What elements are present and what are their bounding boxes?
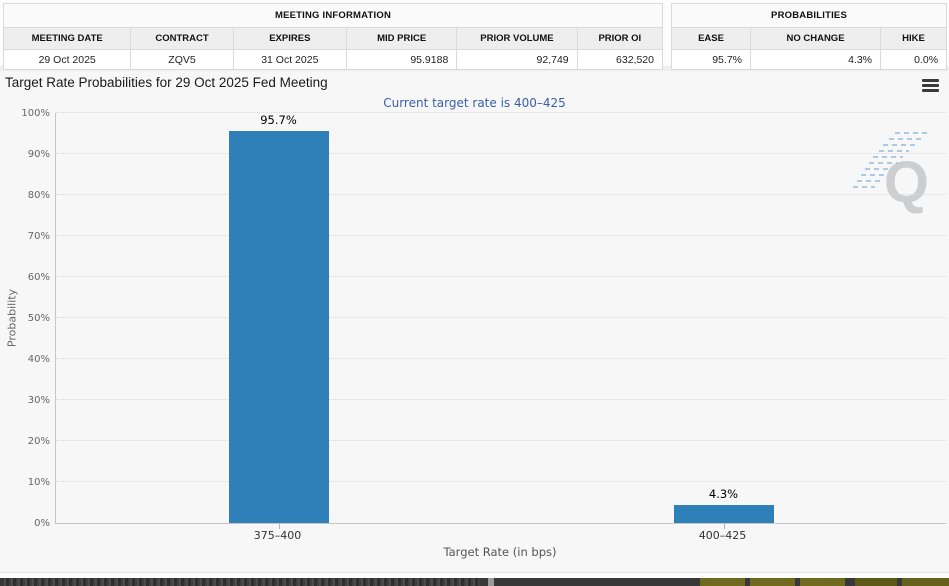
hike-value: 0.0%	[879, 49, 948, 70]
footer-gap	[0, 572, 949, 579]
y-tick-label: 60%	[27, 272, 50, 283]
col-meeting-date: MEETING DATE	[2, 27, 132, 50]
col-hike: HIKE	[879, 27, 948, 50]
meeting-information-title: MEETING INFORMATION	[3, 3, 663, 28]
probabilities-title: PROBABILITIES	[670, 3, 948, 28]
col-prior-oi: PRIOR OI	[576, 27, 664, 50]
footer-divider	[488, 578, 494, 586]
x-axis-tick	[278, 523, 280, 529]
expires-value: 31 Oct 2025	[232, 49, 347, 70]
no-change-value: 4.3%	[750, 49, 881, 70]
mid-price-value: 95.9188	[345, 49, 458, 70]
ease-value: 95.7%	[671, 49, 751, 70]
bar-value-label: 95.7%	[260, 112, 297, 127]
meeting-information-row: 29 Oct 2025 ZQV5 31 Oct 2025 95.9188 92,…	[2, 49, 664, 70]
y-tick-label: 20%	[27, 436, 50, 447]
x-axis-tick	[723, 523, 725, 529]
probabilities-table: PROBABILITIES EASE NO CHANGE HIKE 95.7% …	[670, 3, 948, 70]
prior-volume-value: 92,749	[456, 49, 578, 70]
y-tick-label: 10%	[27, 477, 50, 488]
col-contract: CONTRACT	[130, 27, 234, 50]
x-category-label: 400–425	[698, 529, 747, 542]
y-tick-label: 50%	[27, 313, 50, 324]
col-prior-volume: PRIOR VOLUME	[456, 27, 578, 50]
y-tick-label: 30%	[27, 395, 50, 406]
y-tick-label: 0%	[34, 518, 50, 529]
chart-title: Target Rate Probabilities for 29 Oct 202…	[5, 75, 328, 90]
plot-area: 95.7% 4.3%	[55, 112, 946, 529]
probability-chart: Target Rate Probabilities for 29 Oct 202…	[0, 71, 949, 572]
y-tick-label: 100%	[21, 108, 50, 119]
prior-oi-value: 632,520	[576, 49, 664, 70]
meeting-date-value: 29 Oct 2025	[2, 49, 132, 70]
y-tick-label: 40%	[27, 354, 50, 365]
meeting-information-table: MEETING INFORMATION MEETING DATE CONTRAC…	[2, 3, 664, 70]
y-tick-label: 70%	[27, 231, 50, 242]
probabilities-row: 95.7% 4.3% 0.0%	[671, 49, 948, 70]
y-axis-labels: 0% 10% 20% 30% 40% 50% 60% 70% 80% 90% 100%	[0, 108, 50, 529]
col-no-change: NO CHANGE	[750, 27, 881, 50]
bar-value-label: 4.3%	[708, 487, 739, 502]
footer-truncated-text	[4, 578, 480, 586]
bar-375–400[interactable]	[228, 130, 329, 523]
col-ease: EASE	[671, 27, 751, 50]
chart-subtitle: Current target rate is 400–425	[383, 96, 566, 110]
x-axis-labels: 375–400 400–425	[55, 529, 945, 543]
bar-400–425[interactable]	[673, 505, 774, 523]
x-axis-title: Target Rate (in bps)	[443, 545, 557, 559]
contract-value: ZQV5	[130, 49, 234, 70]
col-expires: EXPIRES	[232, 27, 347, 50]
y-tick-label: 90%	[27, 149, 50, 160]
x-category-label: 375–400	[253, 529, 302, 542]
col-mid-price: MID PRICE	[345, 27, 458, 50]
footer-bar	[0, 578, 949, 586]
chart-menu-icon[interactable]	[922, 79, 939, 92]
y-tick-label: 80%	[27, 190, 50, 201]
